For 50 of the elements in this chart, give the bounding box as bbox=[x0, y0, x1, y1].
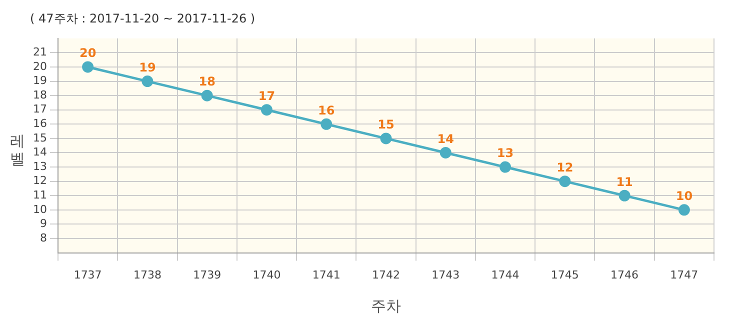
data-label: 11 bbox=[616, 174, 633, 189]
point bbox=[320, 118, 332, 130]
point bbox=[82, 61, 94, 73]
x-tick-label: 1740 bbox=[252, 268, 281, 282]
y-tick-label: 15 bbox=[32, 131, 47, 144]
data-label: 15 bbox=[378, 118, 394, 132]
x-tick-label: 1744 bbox=[491, 268, 520, 282]
y-tick-label: 16 bbox=[32, 117, 47, 130]
point bbox=[201, 90, 213, 102]
y-tick-label: 9 bbox=[40, 217, 47, 230]
point bbox=[618, 190, 630, 202]
data-label: 16 bbox=[318, 103, 335, 118]
data-label: 17 bbox=[258, 88, 276, 103]
x-tick-label: 1746 bbox=[610, 268, 639, 282]
y-tick-label: 14 bbox=[32, 146, 47, 159]
data-label: 14 bbox=[437, 132, 454, 146]
x-tick-label: 1743 bbox=[432, 268, 460, 282]
y-tick-label: 8 bbox=[40, 231, 47, 244]
x-tick-label: 1737 bbox=[74, 268, 102, 282]
point bbox=[142, 76, 154, 88]
point bbox=[440, 146, 452, 158]
x-tick-label: 1745 bbox=[550, 268, 579, 282]
y-tick-label: 12 bbox=[32, 174, 47, 188]
y-tick-label: 19 bbox=[32, 74, 47, 88]
data-label: 10 bbox=[676, 189, 693, 204]
point bbox=[260, 104, 272, 116]
data-label: 20 bbox=[79, 46, 96, 60]
x-tick-label: 1742 bbox=[372, 268, 400, 282]
point bbox=[678, 204, 690, 216]
y-tick-label: 11 bbox=[32, 188, 47, 202]
y-tick-label: 21 bbox=[32, 46, 47, 59]
data-label: 19 bbox=[139, 60, 156, 74]
point bbox=[380, 132, 392, 144]
data-label: 18 bbox=[198, 74, 216, 89]
y-tick-label: 13 bbox=[32, 160, 47, 173]
x-axis-title: 주차 bbox=[371, 296, 401, 315]
y-tick-label: 17 bbox=[32, 102, 47, 116]
y-tick-label: 18 bbox=[32, 88, 47, 102]
data-label: 13 bbox=[496, 146, 514, 160]
data-label: 12 bbox=[556, 160, 574, 174]
x-tick-label: 1738 bbox=[133, 268, 162, 282]
y-tick-label: 10 bbox=[32, 202, 47, 216]
point bbox=[559, 176, 571, 188]
y-tick-label: 20 bbox=[32, 60, 47, 73]
x-tick-label: 1741 bbox=[312, 268, 340, 282]
x-tick-label: 1739 bbox=[193, 268, 222, 282]
point bbox=[500, 161, 512, 173]
y-axis-title: 레벨 bbox=[10, 132, 26, 168]
x-tick-label: 1747 bbox=[670, 268, 698, 282]
chart-title: ( 47주차 : 2017-11-20 ~ 2017-11-26 ) bbox=[30, 11, 256, 26]
